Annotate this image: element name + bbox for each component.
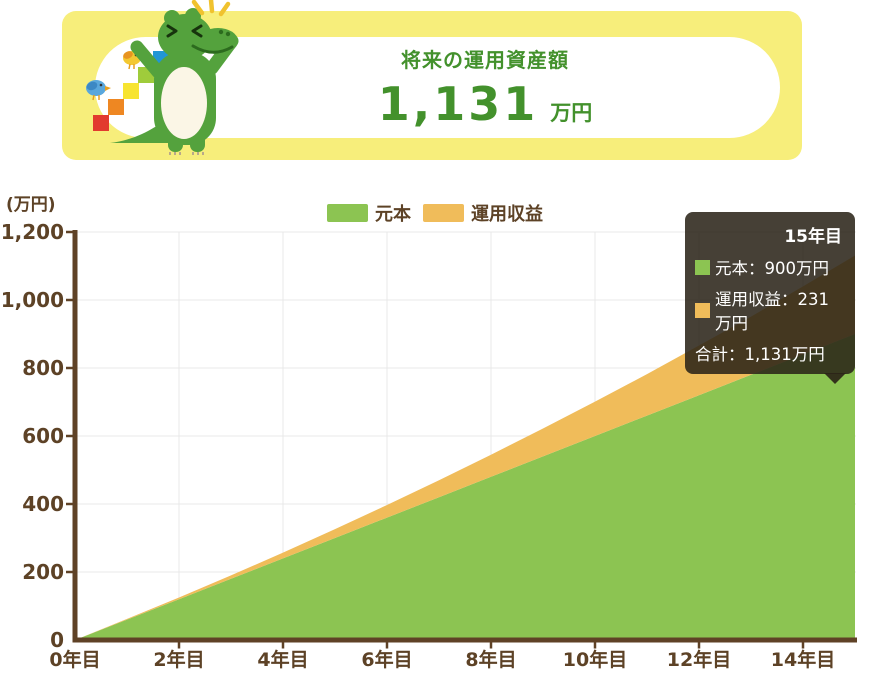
x-tick-label: 14年目 xyxy=(761,649,845,671)
y-tick-label: 0 xyxy=(0,629,64,651)
x-tick-label: 12年目 xyxy=(657,649,741,671)
y-tick-label: 800 xyxy=(0,357,64,379)
tooltip-row-text: 元本：900万円 xyxy=(715,255,829,279)
x-tick-label: 2年目 xyxy=(137,649,221,671)
y-tick-label: 400 xyxy=(0,493,64,515)
investment-simulator-result: 将来の運用資産額 1,131 万円 (万円) 元本運用収益 0200400600… xyxy=(0,0,870,686)
y-tick-label: 200 xyxy=(0,561,64,583)
tooltip-row-text: 運用収益：231万円 xyxy=(715,286,844,334)
x-tick-label: 10年目 xyxy=(553,649,637,671)
y-tick-label: 600 xyxy=(0,425,64,447)
x-tick-label: 0年目 xyxy=(33,649,117,671)
x-tick-label: 8年目 xyxy=(449,649,533,671)
tooltip-total: 合計：1,131万円 xyxy=(695,341,844,365)
tooltip-swatch-icon xyxy=(695,303,710,318)
y-tick-label: 1,000 xyxy=(0,289,64,311)
chart-tooltip: 15年目 元本：900万円運用収益：231万円 合計：1,131万円 xyxy=(685,212,855,374)
tooltip-pointer-icon xyxy=(824,373,846,384)
tooltip-year-title: 15年目 xyxy=(695,222,842,247)
x-axis-line xyxy=(73,638,858,643)
y-axis-line xyxy=(73,230,78,643)
tooltip-swatch-icon xyxy=(695,260,710,275)
tooltip-row: 運用収益：231万円 xyxy=(695,286,844,334)
x-tick-label: 6年目 xyxy=(345,649,429,671)
tooltip-row: 元本：900万円 xyxy=(695,255,844,279)
y-tick-label: 1,200 xyxy=(0,221,64,243)
x-tick-label: 4年目 xyxy=(241,649,325,671)
